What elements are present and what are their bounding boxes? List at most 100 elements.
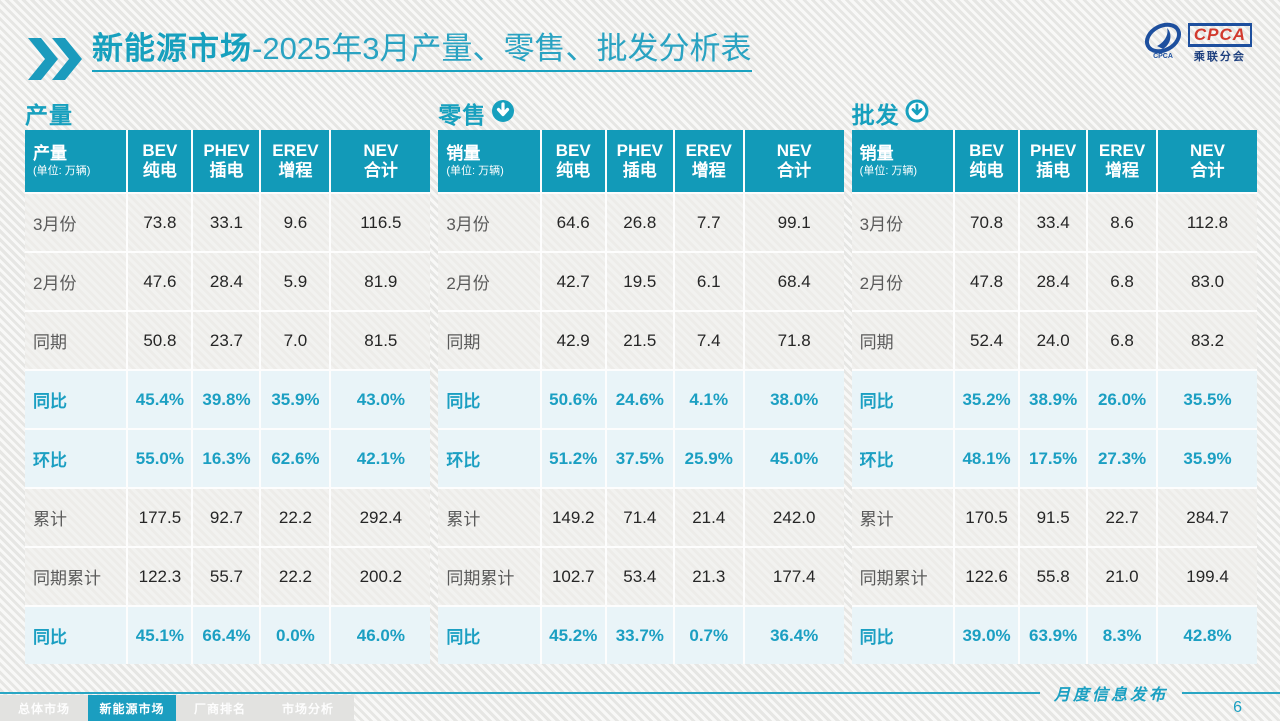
cell-value: 21.3 [674,548,743,605]
cell-value: 42.1% [331,430,431,487]
column-header-en: NEV [1190,140,1225,160]
cell-value: 22.2 [261,548,330,605]
wholesale-table: 批发 销量 (单位: 万辆) BEV 纯电 PHEV 插电 EREV 增程 NEV 合计 3月份 70… [851,96,1257,664]
cell-value: 35.2% [954,371,1019,428]
page-header: 新能源市场-2025年3月产量、零售、批发分析表 [28,31,752,85]
cell-value: 122.3 [128,548,192,605]
column-header: EREV 增程 [1088,130,1157,192]
column-header-en: EREV [272,140,319,160]
row-label: 环比 [25,430,127,487]
column-header-zh: 插电 [622,161,657,180]
cell-value: 0.0% [261,607,330,664]
cell-value: 50.6% [541,371,605,428]
nav-tab-3[interactable]: 厂商排名 [193,701,246,716]
cell-value: 23.7 [193,312,260,369]
row-label: 3月份 [25,194,127,251]
first-column-header: 销量 (单位: 万辆) [438,130,540,192]
column-header-en: NEV [363,140,399,160]
cell-value: 5.9 [261,253,330,310]
column-header-en: PHEV [203,140,250,160]
column-header: PHEV 插电 [193,130,260,192]
cell-value: 9.6 [261,194,330,251]
cell-value: 28.4 [193,253,260,310]
production-section-label: 产量 [25,102,73,128]
production-table: 产量 产量 (单位: 万辆) BEV 纯电 PHEV 插电 EREV 增程 NEV 合计 3月份 73… [25,96,431,664]
cpca-logo-subtext: 乘联分会 [1193,51,1246,64]
row-label: 同比 [25,607,127,664]
column-header-en: PHEV [616,140,663,160]
column-header-zh: 增程 [1105,161,1140,180]
column-header: PHEV 插电 [606,130,673,192]
cell-value: 28.4 [1020,253,1087,310]
cell-value: 8.3% [1088,607,1157,664]
cell-value: 38.9% [1020,371,1087,428]
cell-value: 22.7 [1088,489,1157,546]
cell-value: 63.9% [1020,607,1087,664]
cell-value: 73.8 [128,194,192,251]
cell-value: 83.0 [1158,253,1257,310]
row-label: 累计 [25,489,127,546]
cell-value: 50.8 [128,312,192,369]
bottom-nav-tabbar: 总体市场 新能源市场 厂商排名 市场分析 [0,695,354,721]
cell-value: 24.6% [606,371,673,428]
cell-value: 17.5% [1020,430,1087,487]
cell-value: 26.0% [1088,371,1157,428]
cell-value: 292.4 [331,489,431,546]
cell-value: 43.0% [331,371,431,428]
first-column-header-unit: (单位: 万辆) [33,164,91,177]
cell-value: 35.9% [261,371,330,428]
cell-value: 64.6 [541,194,605,251]
nav-tab-1[interactable]: 总体市场 [17,701,70,716]
cell-value: 62.6% [261,430,330,487]
cell-value: 33.1 [193,194,260,251]
row-label: 2月份 [438,253,540,310]
cell-value: 22.2 [261,489,330,546]
cell-value: 48.1% [954,430,1019,487]
column-header-zh: 增程 [278,161,313,180]
row-label: 同比 [851,607,953,664]
cell-value: 6.8 [1088,253,1157,310]
cell-value: 177.4 [744,548,844,605]
cell-value: 33.7% [606,607,673,664]
column-header-en: EREV [1098,140,1146,160]
cell-value: 21.4 [674,489,743,546]
column-header-en: PHEV [1029,140,1077,160]
cell-value: 200.2 [331,548,431,605]
cell-value: 284.7 [1158,489,1257,546]
column-header-zh: 增程 [691,161,726,180]
cell-value: 112.8 [1158,194,1257,251]
page-title-rest: -2025年3月产量、零售、批发分析表 [252,31,752,66]
footer-rule-left [0,692,1040,694]
cell-value: 66.4% [193,607,260,664]
cell-value: 42.8% [1158,607,1257,664]
column-header-zh: 插电 [1036,161,1071,180]
first-column-header-unit: (单位: 万辆) [446,164,504,177]
first-column-header: 销量 (单位: 万辆) [851,130,953,192]
column-header: NEV 合计 [331,130,431,192]
column-header-en: BEV [969,140,1005,160]
svg-text:CPCA: CPCA [1153,53,1173,60]
column-header-zh: 纯电 [969,161,1004,180]
cell-value: 6.1 [674,253,743,310]
page-title-highlight: 新能源市场 [92,31,252,66]
row-label: 2月份 [25,253,127,310]
row-label: 3月份 [851,194,953,251]
page-title: 新能源市场-2025年3月产量、零售、批发分析表 [92,31,752,73]
column-header-zh: 纯电 [142,161,177,180]
nav-tab-2[interactable]: 新能源市场 [88,695,176,721]
cell-value: 38.0% [744,371,844,428]
cell-value: 92.7 [193,489,260,546]
row-label: 同期累计 [25,548,127,605]
cell-value: 51.2% [541,430,605,487]
cpca-logo-text: CPCA [1187,22,1252,48]
column-header: BEV 纯电 [541,130,605,192]
row-label: 环比 [438,430,540,487]
cell-value: 42.9 [541,312,605,369]
row-label: 2月份 [851,253,953,310]
cell-value: 71.8 [744,312,844,369]
circle-arrow-down-filled-icon [491,99,515,128]
cell-value: 83.2 [1158,312,1257,369]
column-header: NEV 合计 [744,130,844,192]
nav-tab-4[interactable]: 市场分析 [281,701,334,716]
first-column-header-label: 销量 [859,144,894,164]
